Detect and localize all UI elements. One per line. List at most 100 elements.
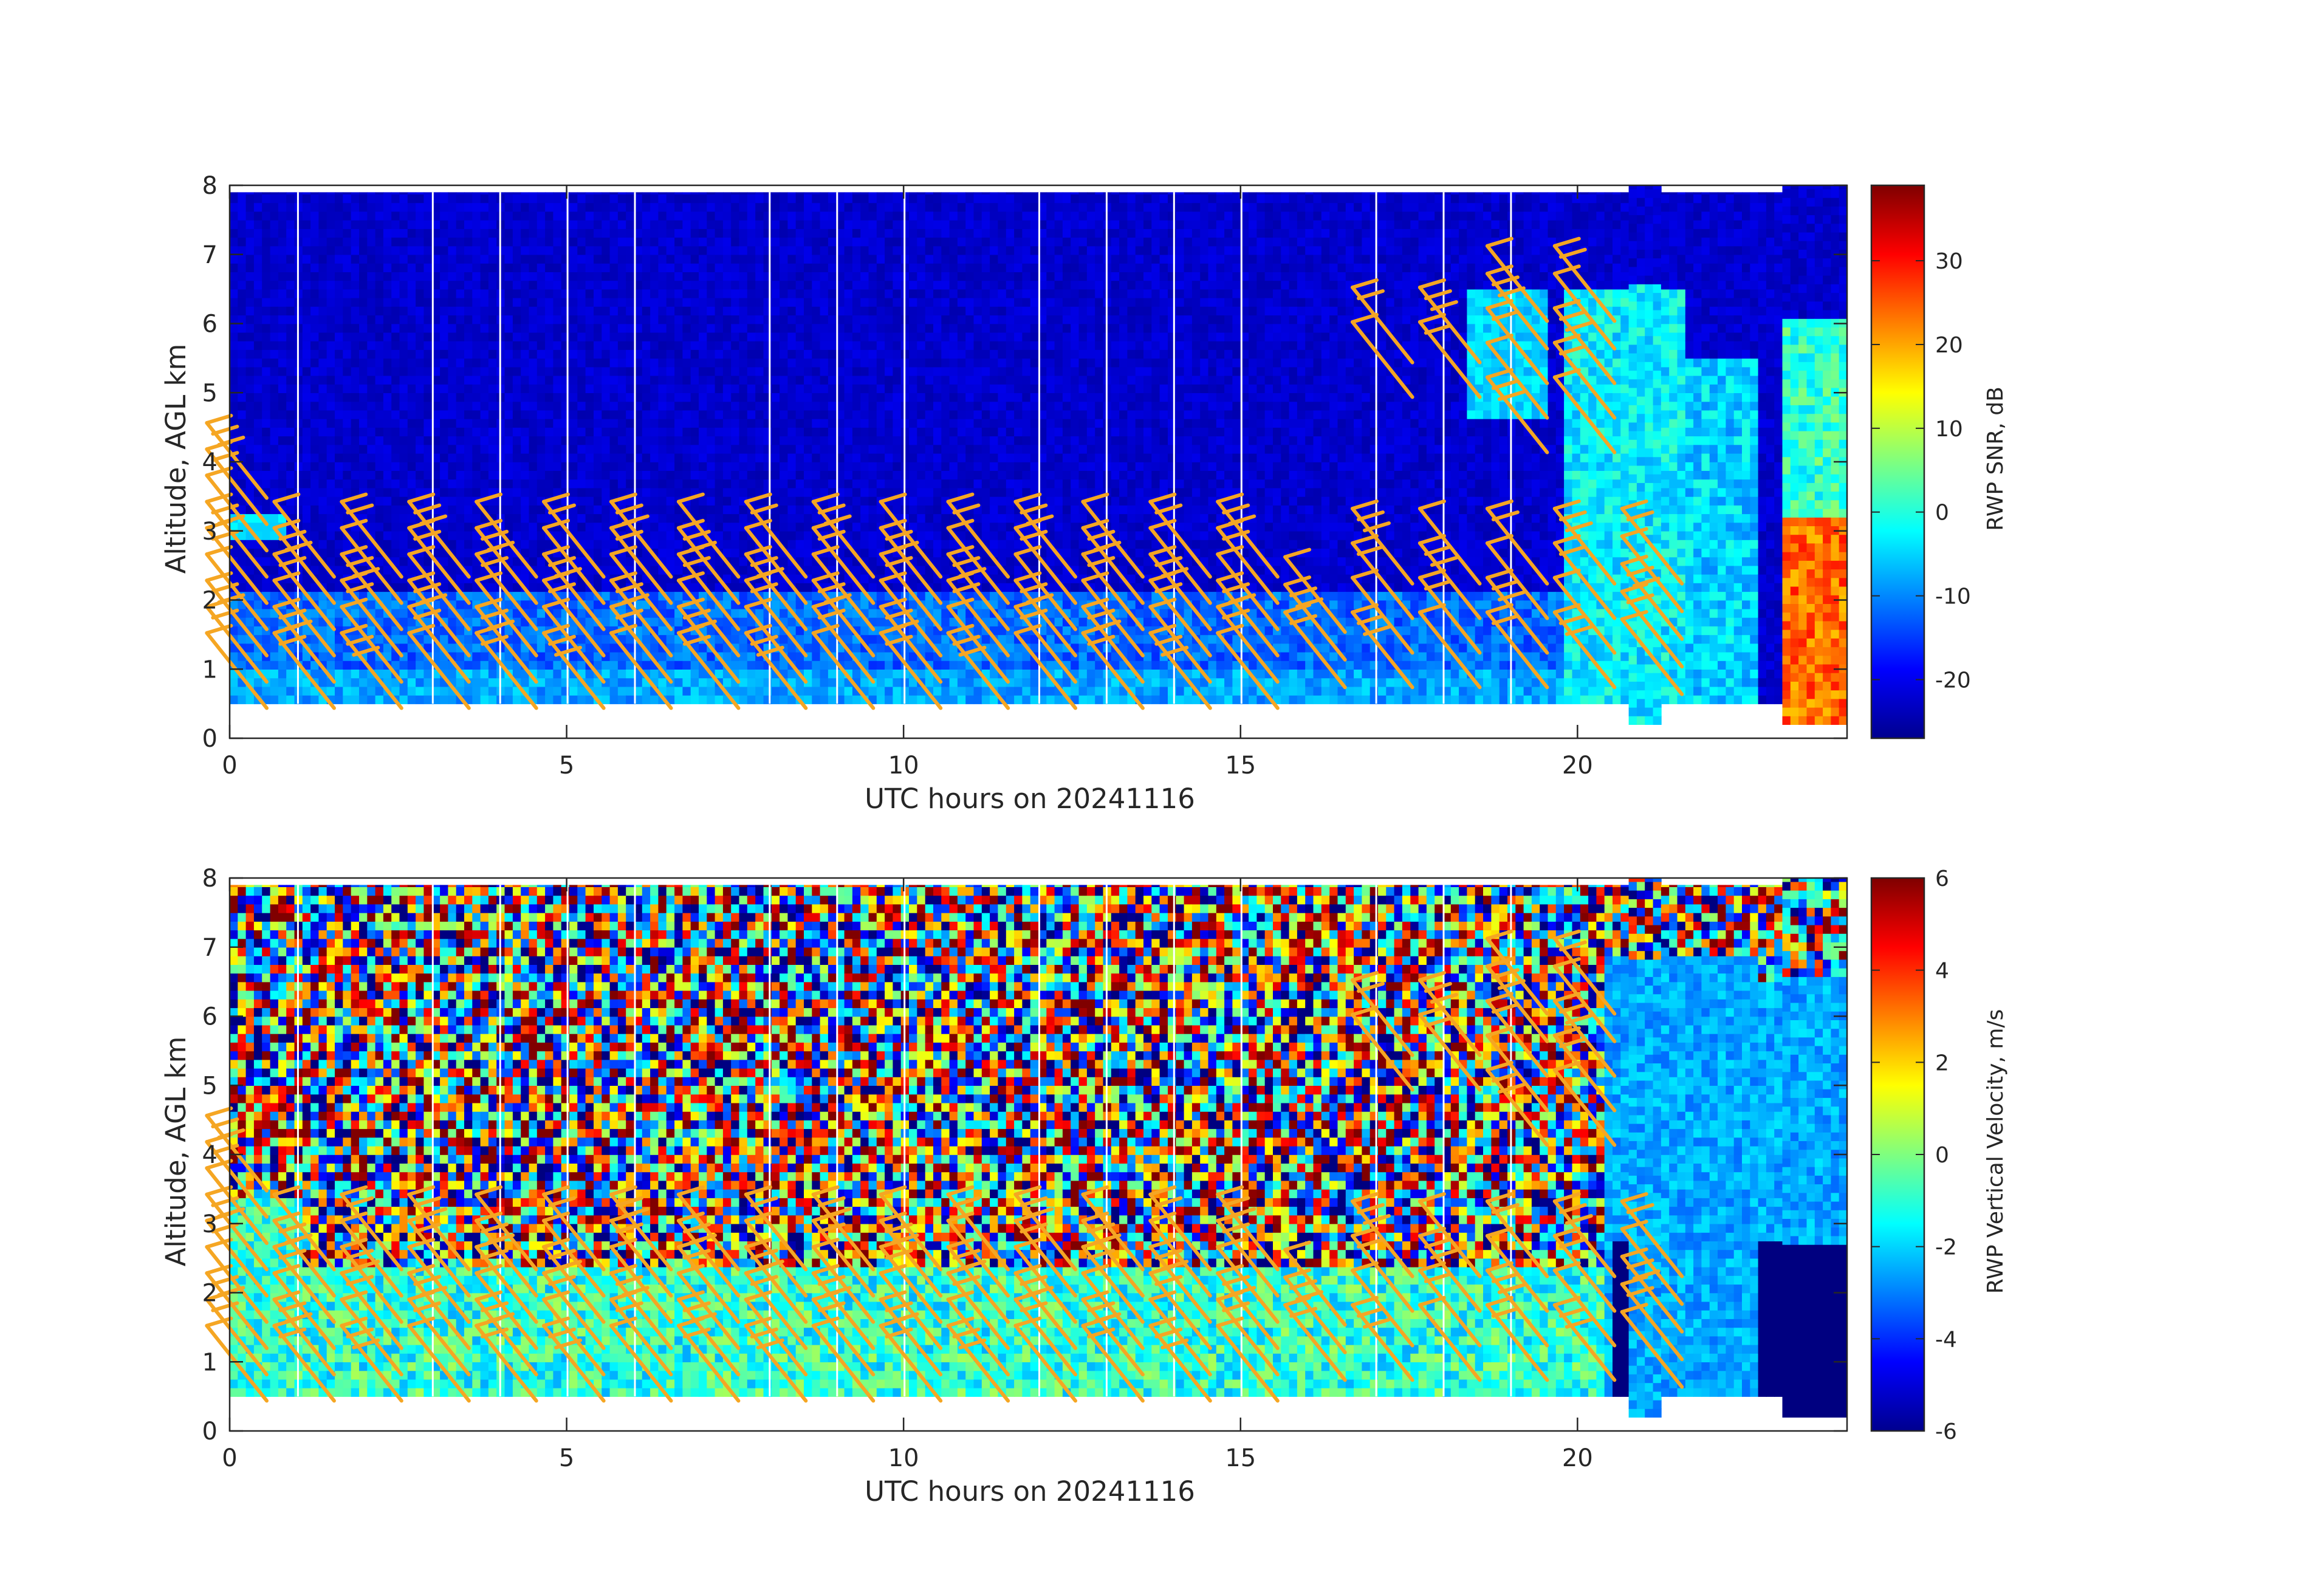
heatmap-cell <box>472 255 481 264</box>
heatmap-cell <box>238 402 246 411</box>
heatmap-cell <box>723 427 732 436</box>
heatmap-cell <box>707 436 715 445</box>
heatmap-cell <box>602 228 610 238</box>
heatmap-cell <box>246 367 255 376</box>
heatmap-cell <box>529 341 538 350</box>
heatmap-cell <box>327 358 335 367</box>
heatmap-cell <box>303 548 311 557</box>
heatmap-cell <box>310 436 319 445</box>
heatmap-cell <box>845 211 853 221</box>
heatmap-cell <box>764 298 772 307</box>
heatmap-cell <box>383 462 392 471</box>
heatmap-cell <box>618 211 626 221</box>
heatmap-cell <box>586 237 594 246</box>
heatmap-cell <box>674 652 683 661</box>
heatmap-cell <box>658 272 667 281</box>
heatmap-cell <box>577 280 586 289</box>
heatmap-cell <box>626 410 634 419</box>
heatmap-cell <box>772 341 780 350</box>
heatmap-cell <box>464 220 473 229</box>
heatmap-cell <box>755 402 764 411</box>
heatmap-cell <box>707 445 715 454</box>
heatmap-cell <box>569 436 578 445</box>
heatmap-cell <box>594 280 602 289</box>
heatmap-cell <box>845 298 853 307</box>
heatmap-cell <box>707 470 715 479</box>
heatmap-cell <box>423 255 432 264</box>
heatmap-cell <box>561 192 570 194</box>
heatmap-cell <box>869 583 877 592</box>
heatmap-cell <box>351 211 360 221</box>
heatmap-cell <box>812 445 820 454</box>
heatmap-cell <box>796 211 804 221</box>
heatmap-cell <box>408 237 416 246</box>
heatmap-cell <box>610 678 619 687</box>
heatmap-cell <box>610 393 619 402</box>
heatmap-cell <box>772 402 780 411</box>
heatmap-cell <box>391 211 400 221</box>
heatmap-cell <box>416 488 424 497</box>
heatmap-cell <box>553 332 561 341</box>
heatmap-cell <box>391 445 400 454</box>
heatmap-cell <box>254 237 262 246</box>
heatmap-cell <box>658 479 667 488</box>
heatmap-cell <box>391 228 400 238</box>
heatmap-cell <box>230 695 238 704</box>
heatmap-cell <box>553 660 561 670</box>
heatmap-cell <box>545 255 554 264</box>
heatmap-cell <box>852 202 861 211</box>
heatmap-cell <box>278 272 287 281</box>
heatmap-cell <box>537 419 546 428</box>
heatmap-cell <box>715 263 724 272</box>
heatmap-cell <box>456 289 465 298</box>
heatmap-cell <box>262 393 270 402</box>
heatmap-cell <box>270 643 279 653</box>
heatmap-cell <box>359 349 368 358</box>
heatmap-cell <box>618 324 626 333</box>
heatmap-cell <box>780 393 788 402</box>
heatmap-cell <box>254 453 262 462</box>
heatmap-cell <box>343 246 351 255</box>
heatmap-cell <box>359 462 368 471</box>
heatmap-cell <box>674 695 683 704</box>
heatmap-cell <box>691 453 699 462</box>
heatmap-cell <box>423 695 432 704</box>
heatmap-cell <box>448 349 456 358</box>
heatmap-cell <box>869 548 877 557</box>
heatmap-cell <box>529 315 538 324</box>
heatmap-cell <box>513 505 521 514</box>
heatmap-cell <box>270 488 279 497</box>
heatmap-cell <box>488 462 497 471</box>
heatmap-cell <box>812 410 820 419</box>
heatmap-cell <box>513 280 521 289</box>
heatmap-cell <box>262 211 270 221</box>
heatmap-cell <box>707 513 715 523</box>
heatmap-cell <box>286 280 295 289</box>
heatmap-cell <box>262 237 270 246</box>
heatmap-cell <box>667 479 675 488</box>
heatmap-cell <box>860 462 869 471</box>
heatmap-cell <box>270 695 279 704</box>
heatmap-cell <box>318 263 327 272</box>
heatmap-cell <box>691 367 699 376</box>
heatmap-cell <box>699 427 707 436</box>
heatmap-cell <box>254 402 262 411</box>
heatmap-cell <box>577 263 586 272</box>
heatmap-cell <box>553 462 561 471</box>
heatmap-cell <box>310 419 319 428</box>
heatmap-cell <box>286 687 295 696</box>
heatmap-cell <box>456 376 465 385</box>
heatmap-cell <box>464 324 473 333</box>
heatmap-cell <box>488 349 497 358</box>
heatmap-cell <box>731 531 739 540</box>
heatmap-cell <box>602 540 610 549</box>
heatmap-cell <box>464 341 473 350</box>
heatmap-cell <box>845 272 853 281</box>
heatmap-cell <box>230 341 238 350</box>
heatmap-cell <box>456 332 465 341</box>
heatmap-cell <box>577 427 586 436</box>
heatmap-cell <box>529 298 538 307</box>
heatmap-cell <box>521 600 529 609</box>
heatmap-cell <box>464 634 473 643</box>
heatmap-cell <box>691 419 699 428</box>
